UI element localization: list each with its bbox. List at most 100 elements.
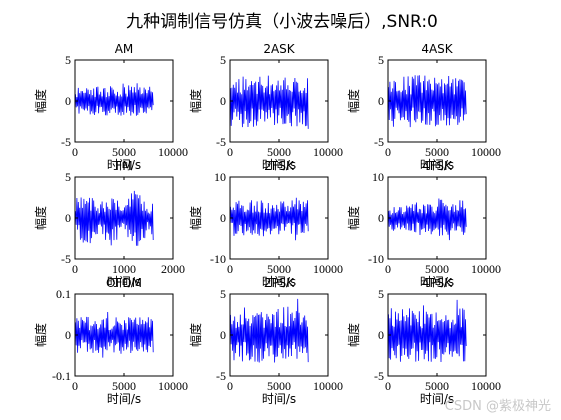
y-tick-label: -5 — [216, 135, 226, 149]
x-axis-label: 时间/s — [420, 392, 454, 406]
y-tick-label: 0 — [220, 94, 226, 108]
subplot-title: 2PSK — [264, 276, 295, 290]
signal-trace — [75, 83, 154, 116]
x-axis-label: 时间/s — [107, 158, 141, 172]
signal-trace — [388, 299, 467, 363]
x-tick-label: 5000 — [267, 145, 291, 159]
x-tick-label: 0 — [72, 379, 78, 393]
y-tick-label: 0 — [378, 328, 384, 342]
x-tick-label: 10000 — [471, 379, 501, 393]
y-tick-label: -10 — [210, 252, 226, 266]
y-axis-label: 幅度 — [33, 323, 48, 347]
x-tick-label: 0 — [385, 145, 391, 159]
y-axis-label: 幅度 — [188, 323, 203, 347]
signal-trace — [230, 75, 309, 129]
signal-trace — [230, 298, 309, 363]
x-tick-label: 5000 — [425, 145, 449, 159]
x-tick-label: 0 — [385, 262, 391, 276]
x-tick-label: 5000 — [267, 379, 291, 393]
x-axis-label: 时间/s — [420, 158, 454, 172]
y-tick-label: 0 — [378, 211, 384, 225]
subplot-title: 4ASK — [421, 42, 453, 56]
x-tick-label: 2000 — [161, 262, 185, 276]
signal-trace — [75, 311, 154, 358]
subplot-title: AM — [115, 42, 134, 56]
x-tick-label: 10000 — [313, 262, 343, 276]
y-tick-label: -5 — [374, 369, 384, 383]
y-tick-label: 10 — [214, 170, 226, 184]
y-tick-label: 0 — [378, 94, 384, 108]
y-tick-label: 10 — [372, 170, 384, 184]
x-tick-label: 0 — [72, 262, 78, 276]
x-axis-label: 时间/s — [262, 392, 296, 406]
subplot-title: OFDM — [106, 276, 142, 290]
signal-trace — [230, 197, 309, 241]
y-tick-label: -5 — [374, 135, 384, 149]
y-tick-label: -5 — [61, 252, 71, 266]
y-tick-label: -5 — [61, 135, 71, 149]
x-tick-label: 0 — [227, 379, 233, 393]
y-tick-label: 5 — [378, 287, 384, 301]
y-tick-label: 0 — [220, 328, 226, 342]
signal-trace — [75, 190, 154, 246]
x-axis-label: 时间/s — [107, 392, 141, 406]
x-axis-label: 时间/s — [107, 275, 141, 289]
y-tick-label: 0 — [220, 211, 226, 225]
x-tick-label: 1000 — [112, 262, 136, 276]
subplot-title: 4PSK — [422, 276, 453, 290]
y-tick-label: 0 — [65, 211, 71, 225]
y-tick-label: 5 — [220, 53, 226, 67]
y-tick-label: -10 — [368, 252, 384, 266]
x-tick-label: 0 — [385, 379, 391, 393]
y-tick-label: 5 — [220, 287, 226, 301]
subplot-title: FM — [115, 159, 132, 173]
x-tick-label: 5000 — [425, 379, 449, 393]
x-tick-label: 10000 — [158, 379, 188, 393]
x-tick-label: 10000 — [313, 379, 343, 393]
subplot-title: 2FSK — [264, 159, 295, 173]
x-tick-label: 5000 — [425, 262, 449, 276]
x-axis-label: 时间/s — [262, 275, 296, 289]
x-tick-label: 0 — [227, 262, 233, 276]
y-axis-label: 幅度 — [346, 323, 361, 347]
signal-trace — [388, 75, 467, 128]
y-tick-label: 0.1 — [56, 287, 71, 301]
y-tick-label: 5 — [65, 170, 71, 184]
x-tick-label: 10000 — [158, 145, 188, 159]
y-tick-label: 5 — [378, 53, 384, 67]
x-axis-label: 时间/s — [420, 275, 454, 289]
y-tick-label: -5 — [216, 369, 226, 383]
x-tick-label: 0 — [72, 145, 78, 159]
y-tick-label: 5 — [65, 53, 71, 67]
signal-trace — [388, 198, 467, 241]
x-axis-label: 时间/s — [262, 158, 296, 172]
x-tick-label: 5000 — [112, 379, 136, 393]
x-tick-label: 5000 — [267, 262, 291, 276]
subplot-title: 4FSK — [422, 159, 453, 173]
y-tick-label: 0 — [65, 328, 71, 342]
x-tick-label: 5000 — [112, 145, 136, 159]
figure-title: 九种调制信号仿真（小波去噪后）,SNR:0 — [126, 12, 438, 32]
y-axis-label: 幅度 — [33, 206, 48, 230]
y-axis-label: 幅度 — [33, 89, 48, 113]
x-tick-label: 10000 — [471, 145, 501, 159]
y-axis-label: 幅度 — [346, 206, 361, 230]
x-tick-label: 10000 — [313, 145, 343, 159]
y-axis-label: 幅度 — [346, 89, 361, 113]
subplot-title: 2ASK — [263, 42, 295, 56]
y-axis-label: 幅度 — [188, 206, 203, 230]
y-tick-label: -0.1 — [52, 369, 71, 383]
x-tick-label: 0 — [227, 145, 233, 159]
y-tick-label: 0 — [65, 94, 71, 108]
